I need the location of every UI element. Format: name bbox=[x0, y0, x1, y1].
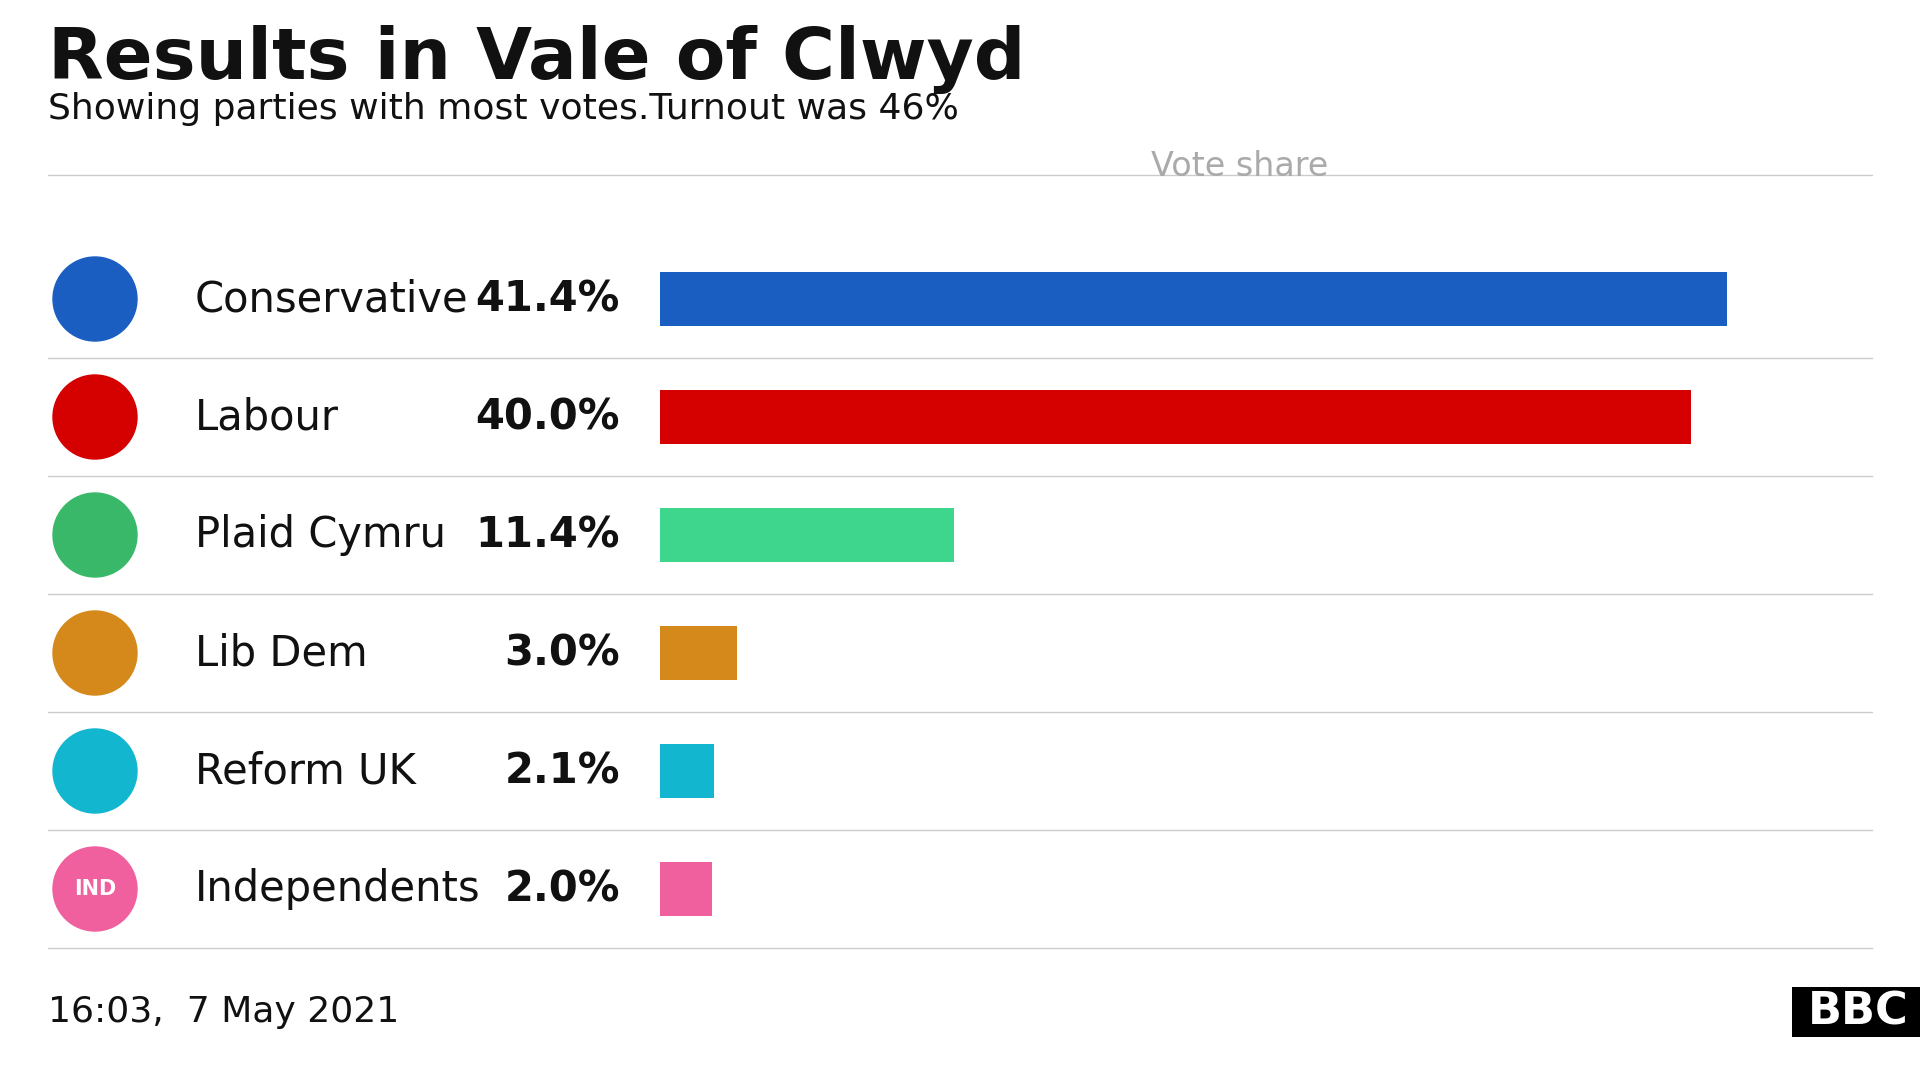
Text: 2.1%: 2.1% bbox=[505, 750, 620, 792]
Circle shape bbox=[54, 375, 136, 459]
Text: 41.4%: 41.4% bbox=[476, 278, 620, 320]
Circle shape bbox=[54, 729, 136, 813]
Text: 3.0%: 3.0% bbox=[505, 632, 620, 674]
Text: Showing parties with most votes.Turnout was 46%: Showing parties with most votes.Turnout … bbox=[48, 92, 958, 126]
Bar bbox=[1791, 987, 1920, 1037]
Bar bbox=[660, 626, 737, 680]
Text: 16:03,  7 May 2021: 16:03, 7 May 2021 bbox=[48, 995, 399, 1029]
Text: 40.0%: 40.0% bbox=[476, 396, 620, 438]
Bar bbox=[660, 272, 1728, 326]
Text: Independents: Independents bbox=[196, 868, 480, 910]
Bar bbox=[660, 862, 712, 916]
Text: Reform UK: Reform UK bbox=[196, 750, 417, 792]
Bar bbox=[660, 744, 714, 798]
Text: 11.4%: 11.4% bbox=[476, 514, 620, 556]
Circle shape bbox=[54, 257, 136, 341]
Text: IND: IND bbox=[73, 879, 115, 899]
Text: Vote share: Vote share bbox=[1152, 150, 1329, 183]
Bar bbox=[660, 390, 1692, 444]
Text: 2.0%: 2.0% bbox=[505, 868, 620, 910]
Circle shape bbox=[54, 611, 136, 696]
Text: Plaid Cymru: Plaid Cymru bbox=[196, 514, 445, 556]
Text: Results in Vale of Clwyd: Results in Vale of Clwyd bbox=[48, 25, 1025, 94]
Circle shape bbox=[54, 492, 136, 577]
Circle shape bbox=[54, 847, 136, 931]
Text: Conservative: Conservative bbox=[196, 278, 468, 320]
Bar bbox=[660, 508, 954, 562]
Text: Lib Dem: Lib Dem bbox=[196, 632, 367, 674]
Text: Labour: Labour bbox=[196, 396, 340, 438]
Text: BBC: BBC bbox=[1807, 990, 1908, 1034]
